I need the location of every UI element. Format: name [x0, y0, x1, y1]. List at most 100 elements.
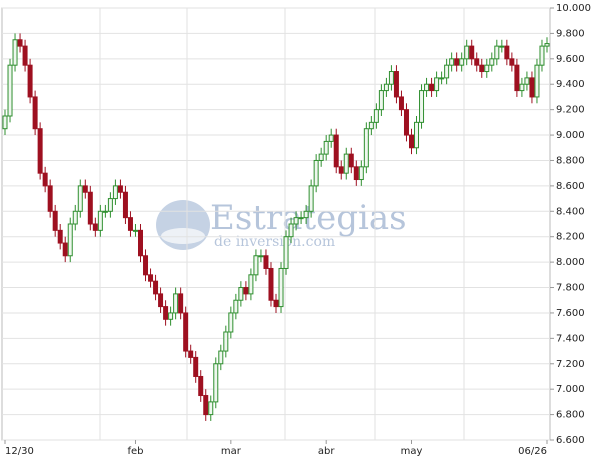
candle-body [32, 96, 38, 130]
y-tick-label: 8.200 [556, 232, 585, 243]
candle-body [424, 83, 430, 92]
x-tick-label: may [401, 446, 423, 457]
candle-body [243, 287, 249, 295]
candle-body [439, 77, 445, 80]
logo-swoosh [161, 228, 205, 244]
candle-body [107, 198, 113, 212]
candle-body [233, 299, 239, 314]
candle-body [42, 172, 48, 187]
candle-body [358, 166, 364, 181]
candle-body [484, 64, 490, 73]
candle-body [343, 153, 349, 174]
y-tick-label: 10.000 [556, 3, 591, 14]
candle-body [529, 77, 535, 98]
candle-body [348, 153, 354, 168]
y-tick-label: 7.200 [556, 359, 585, 370]
candle-body [22, 45, 28, 66]
candle-body [278, 267, 284, 308]
candle-body [158, 293, 164, 308]
candle-body [143, 255, 149, 276]
candle-body [97, 210, 103, 231]
candle-body [218, 350, 224, 365]
y-tick-label: 7.800 [556, 283, 585, 294]
candle-body [308, 185, 314, 212]
candle-body [248, 274, 254, 295]
candle-body [444, 64, 450, 79]
candle-body [303, 210, 309, 219]
candle-body [434, 77, 440, 92]
candle-body [188, 350, 194, 358]
candle-body [363, 128, 369, 168]
candle-body [504, 45, 510, 60]
candle-body [37, 128, 43, 174]
candle-body [163, 306, 169, 320]
candle-body [409, 134, 414, 149]
candle-body [398, 96, 404, 111]
candle-body [378, 90, 384, 111]
candle-body [92, 223, 98, 231]
candle-body [102, 210, 108, 213]
x-tick-label: 12/30 [5, 446, 34, 457]
candle-body [293, 217, 299, 225]
candle-body [469, 45, 475, 60]
y-tick-label: 9.600 [556, 54, 585, 65]
candle-body [67, 223, 73, 257]
candle-body [213, 363, 219, 403]
watermark-sub: de inversión.com [214, 234, 335, 250]
candle-body [127, 217, 133, 231]
candle-body [474, 58, 480, 66]
x-tick-label: mar [221, 446, 242, 457]
y-tick-label: 8.000 [556, 257, 585, 268]
y-tick-label: 9.200 [556, 105, 585, 116]
candle-body [318, 153, 324, 161]
candle-body [7, 64, 13, 117]
candle-body [539, 45, 545, 66]
y-tick-label: 6.600 [556, 435, 585, 446]
candle-body [519, 83, 525, 92]
candle-body [12, 39, 18, 66]
candle-body [393, 71, 399, 98]
x-tick-label: abr [318, 446, 335, 457]
candle-body [148, 274, 154, 282]
candle-body [499, 45, 505, 48]
candle-body [459, 58, 465, 66]
candle-body [419, 90, 425, 123]
candle-body [288, 223, 294, 238]
logo [156, 200, 210, 250]
candle-body [534, 64, 540, 98]
candle-body [479, 64, 485, 73]
y-tick-label: 8.600 [556, 181, 585, 192]
candle-body [198, 375, 204, 397]
watermark: Estrategias de inversión.com [156, 198, 407, 250]
candle-body [509, 58, 515, 66]
candle-body [263, 255, 269, 269]
y-tick-label: 8.400 [556, 206, 585, 217]
y-tick-label: 9.000 [556, 130, 585, 141]
candle-body [238, 287, 244, 301]
candle-body [489, 58, 495, 66]
y-tick-label: 7.400 [556, 333, 585, 344]
candle-body [544, 43, 550, 47]
candle-body [333, 134, 339, 168]
candle-body [112, 185, 118, 200]
candle-body [62, 242, 68, 257]
candle-body [298, 217, 304, 220]
candle-body [328, 134, 334, 142]
candle-body [138, 229, 143, 257]
candle-body [132, 229, 138, 232]
candle-body [17, 39, 23, 47]
candle-body [273, 299, 279, 308]
candle-body [464, 45, 470, 60]
candle-body [52, 210, 58, 231]
candle-body [117, 185, 123, 193]
candle-body [77, 185, 83, 212]
candle-body [193, 356, 199, 377]
candle-body [383, 83, 389, 92]
candle-body [454, 58, 460, 66]
candle-body [72, 210, 78, 225]
y-tick-label: 6.800 [556, 410, 585, 421]
candle-body [388, 71, 394, 85]
x-tick-label: feb [127, 446, 143, 457]
candle-body [323, 140, 329, 155]
